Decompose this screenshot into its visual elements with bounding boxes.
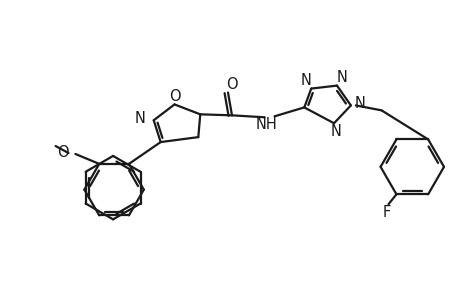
Text: O: O	[226, 77, 237, 92]
Text: N: N	[330, 124, 341, 139]
Text: N: N	[353, 96, 364, 111]
Text: N: N	[134, 111, 146, 126]
Text: N: N	[300, 73, 311, 88]
Text: O: O	[57, 146, 68, 160]
Text: N: N	[336, 70, 347, 85]
Text: NH: NH	[255, 117, 277, 132]
Text: F: F	[381, 205, 390, 220]
Text: O: O	[168, 89, 180, 104]
